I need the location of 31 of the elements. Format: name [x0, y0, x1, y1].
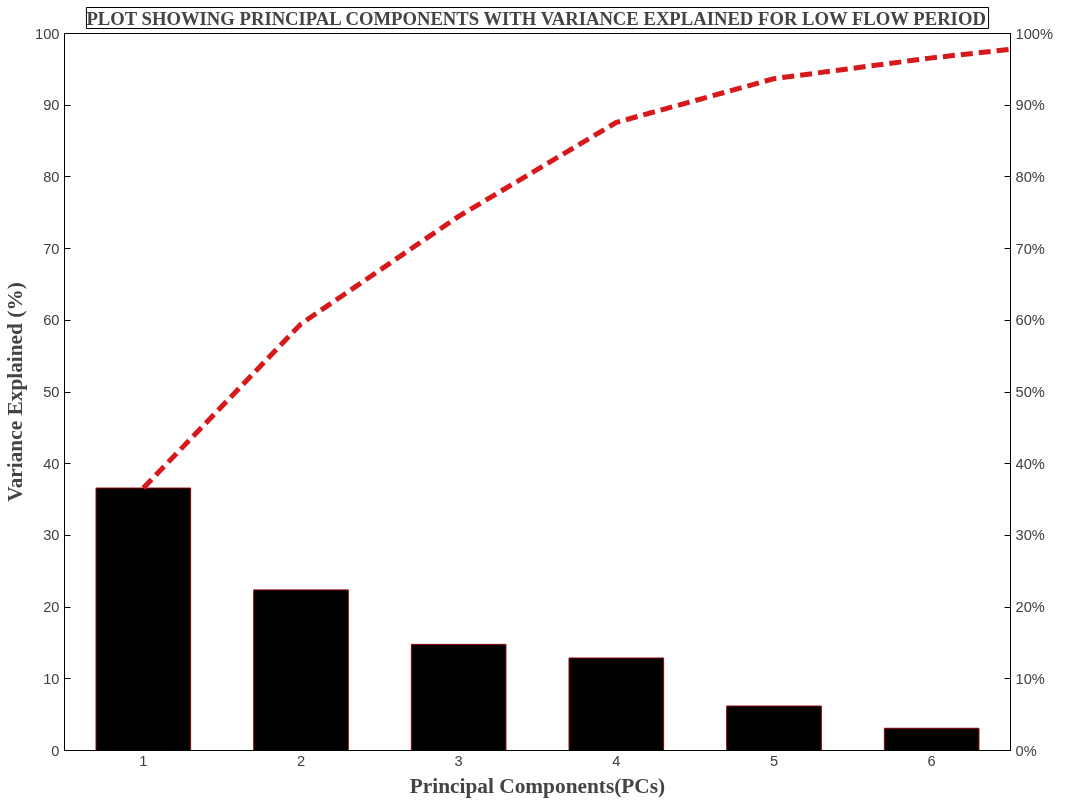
y2-tick-label: 60% — [1015, 312, 1045, 329]
y2-tick-label: 0% — [1015, 742, 1037, 759]
y-tick-label: 70 — [43, 240, 60, 257]
y2-tick-label: 100% — [1015, 25, 1053, 42]
x-tick-label: 3 — [454, 752, 463, 769]
y-tick-label: 40 — [43, 455, 60, 472]
y-axis-title: Variance Explained (%) — [3, 282, 28, 502]
x-tick-label: 4 — [612, 752, 621, 769]
x-tick-label: 2 — [296, 752, 306, 769]
y-tick-label: 60 — [43, 312, 60, 329]
y-tick-label: 20 — [43, 599, 60, 616]
y-tick-label: 10 — [43, 670, 60, 687]
x-tick-label: 5 — [769, 752, 779, 769]
y-tick-label: 0 — [51, 742, 60, 759]
y2-tick-label: 80% — [1015, 168, 1045, 185]
y2-tick-label: 10% — [1015, 670, 1045, 687]
y2-tick-label: 90% — [1015, 97, 1045, 114]
y-tick-label: 90 — [43, 97, 60, 114]
y2-tick-label: 20% — [1015, 599, 1045, 616]
x-axis-title: Principal Components(PCs) — [409, 773, 666, 798]
y-tick-label: 30 — [43, 527, 60, 544]
y2-tick-label: 50% — [1015, 384, 1045, 400]
x-tick-label: 1 — [139, 752, 148, 769]
y2-tick-label: 40% — [1015, 455, 1045, 472]
y-tick-label: 100 — [35, 25, 60, 42]
y-tick-label: 50 — [43, 384, 60, 400]
y2-tick-label: 30% — [1015, 527, 1045, 544]
x-tick-label: 6 — [927, 752, 936, 769]
y-tick-label: 80 — [43, 168, 60, 185]
chart-title: PLOT SHOWING PRINCIPAL COMPONENTS WITH VARIANCE EXPLAINED FOR LOW FLOW PERIOD — [86, 7, 986, 29]
y2-tick-label: 70% — [1015, 240, 1045, 257]
